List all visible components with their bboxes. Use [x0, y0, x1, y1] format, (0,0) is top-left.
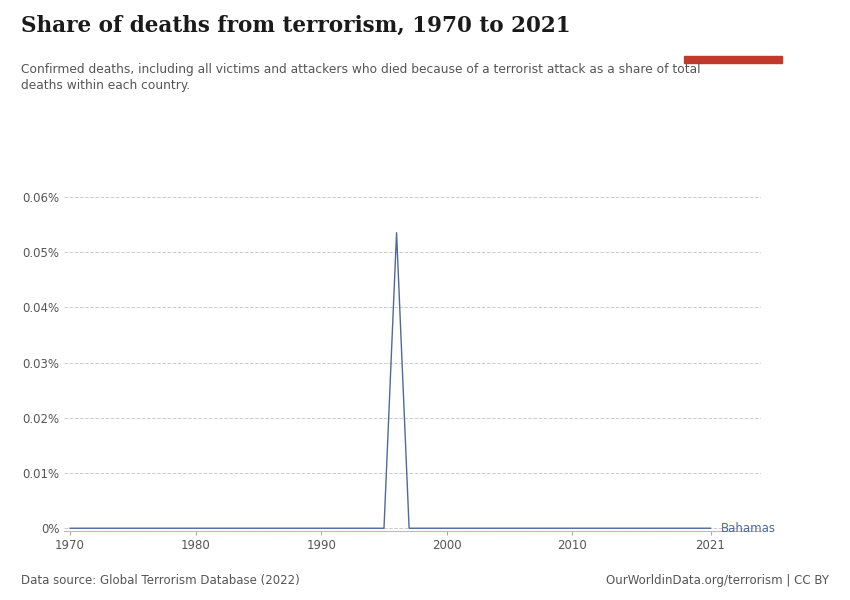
Text: in Data: in Data — [711, 36, 756, 46]
Text: Share of deaths from terrorism, 1970 to 2021: Share of deaths from terrorism, 1970 to … — [21, 15, 571, 37]
Bar — [684, 56, 782, 63]
Text: Our World: Our World — [701, 20, 765, 30]
Text: Confirmed deaths, including all victims and attackers who died because of a terr: Confirmed deaths, including all victims … — [21, 63, 700, 76]
Text: Bahamas: Bahamas — [721, 522, 775, 535]
Text: OurWorldinData.org/terrorism | CC BY: OurWorldinData.org/terrorism | CC BY — [606, 574, 829, 587]
Text: deaths within each country.: deaths within each country. — [21, 79, 190, 92]
Text: Data source: Global Terrorism Database (2022): Data source: Global Terrorism Database (… — [21, 574, 300, 587]
